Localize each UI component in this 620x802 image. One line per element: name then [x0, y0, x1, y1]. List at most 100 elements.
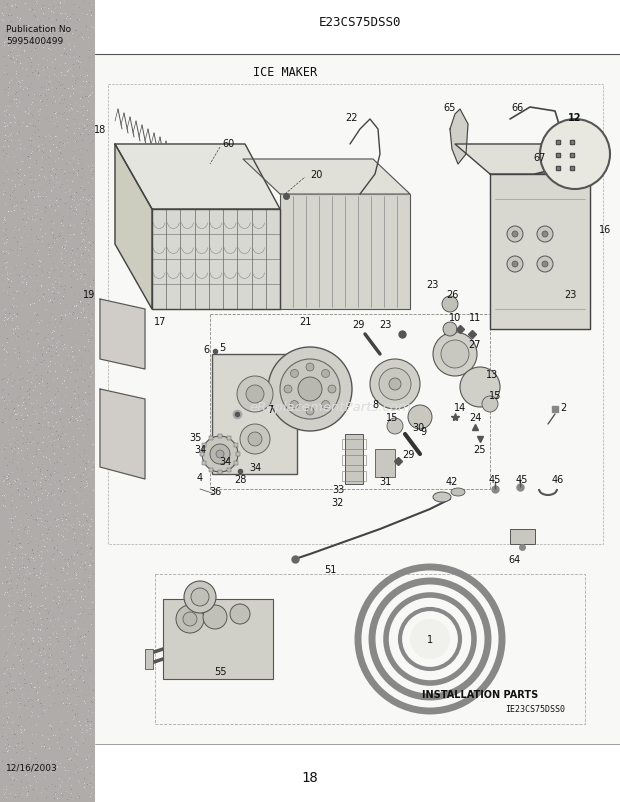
Circle shape: [176, 606, 204, 634]
Circle shape: [306, 363, 314, 371]
Bar: [342, 472, 366, 481]
Circle shape: [441, 341, 469, 369]
Bar: [145, 649, 153, 669]
Text: 12/16/2003: 12/16/2003: [6, 763, 58, 772]
Bar: [234, 461, 237, 465]
Text: 13: 13: [486, 370, 498, 379]
Polygon shape: [115, 145, 152, 310]
Circle shape: [433, 333, 477, 376]
Text: eReplacementParts.com: eReplacementParts.com: [249, 401, 411, 414]
Circle shape: [298, 378, 322, 402]
Text: 18: 18: [301, 770, 319, 784]
Text: IE23CS75DSS0: IE23CS75DSS0: [505, 705, 565, 714]
Ellipse shape: [451, 488, 465, 496]
Circle shape: [216, 451, 224, 459]
Circle shape: [387, 419, 403, 435]
Text: 30: 30: [412, 423, 424, 432]
Circle shape: [389, 379, 401, 391]
Polygon shape: [455, 145, 590, 175]
Circle shape: [512, 232, 518, 237]
Bar: [236, 452, 240, 456]
Text: 26: 26: [446, 290, 458, 300]
Text: 23: 23: [564, 290, 576, 300]
Circle shape: [379, 369, 411, 400]
Text: 31: 31: [379, 476, 391, 486]
Bar: [163, 599, 273, 679]
Text: 64: 64: [509, 554, 521, 565]
Bar: [227, 468, 231, 472]
Text: 45: 45: [489, 475, 501, 484]
Circle shape: [408, 406, 432, 429]
Bar: [342, 439, 366, 449]
Text: 19: 19: [82, 290, 95, 300]
Circle shape: [268, 347, 352, 431]
Circle shape: [443, 322, 457, 337]
Text: 42: 42: [446, 476, 458, 486]
Bar: [202, 461, 206, 465]
Circle shape: [507, 257, 523, 273]
Text: 1: 1: [427, 634, 433, 644]
Text: 24: 24: [469, 412, 481, 423]
Text: 28: 28: [234, 475, 246, 484]
Text: 18: 18: [94, 125, 106, 135]
Polygon shape: [115, 145, 280, 210]
Text: 46: 46: [552, 475, 564, 484]
Circle shape: [322, 401, 330, 409]
Text: 15: 15: [386, 412, 398, 423]
Circle shape: [183, 612, 197, 626]
Bar: [345, 435, 363, 484]
Bar: [202, 444, 206, 448]
Circle shape: [284, 386, 292, 394]
Text: 8: 8: [372, 399, 378, 410]
Polygon shape: [100, 390, 145, 480]
Bar: [218, 435, 222, 439]
Text: 21: 21: [299, 317, 311, 326]
Circle shape: [540, 119, 610, 190]
Text: 17: 17: [154, 317, 166, 326]
Bar: [280, 195, 410, 310]
Text: 51: 51: [324, 565, 336, 574]
Bar: [155, 574, 585, 724]
Circle shape: [410, 619, 450, 659]
Text: 23: 23: [426, 280, 438, 290]
Text: 55: 55: [214, 666, 226, 676]
Circle shape: [246, 386, 264, 403]
Text: 20: 20: [310, 170, 322, 180]
Circle shape: [248, 432, 262, 447]
Text: 34: 34: [194, 444, 206, 455]
Circle shape: [240, 424, 270, 455]
Text: 9: 9: [420, 427, 426, 436]
Bar: [342, 456, 366, 465]
Bar: [0, 0, 95, 802]
Text: 12: 12: [569, 113, 582, 123]
Bar: [200, 452, 204, 456]
Text: 60: 60: [222, 139, 234, 149]
Circle shape: [191, 588, 209, 606]
Bar: [234, 444, 237, 448]
Circle shape: [322, 370, 330, 378]
Circle shape: [230, 604, 250, 624]
Polygon shape: [243, 160, 410, 195]
Circle shape: [507, 227, 523, 243]
Polygon shape: [450, 110, 468, 164]
Circle shape: [442, 297, 458, 313]
Circle shape: [184, 581, 216, 614]
Bar: [209, 437, 213, 441]
Circle shape: [542, 261, 548, 268]
Text: 25: 25: [474, 444, 486, 455]
Bar: [510, 529, 535, 545]
Circle shape: [203, 606, 227, 630]
Text: 34: 34: [219, 456, 231, 467]
Text: Publication No: Publication No: [6, 26, 71, 34]
Text: 33: 33: [332, 484, 344, 494]
Text: 36: 36: [209, 486, 221, 496]
Bar: [375, 449, 395, 477]
Circle shape: [512, 261, 518, 268]
Text: 29: 29: [352, 320, 364, 330]
Circle shape: [460, 367, 500, 407]
Circle shape: [202, 436, 238, 472]
Text: 10: 10: [449, 313, 461, 322]
Text: 4: 4: [197, 472, 203, 482]
Text: 67: 67: [534, 153, 546, 163]
Circle shape: [237, 376, 273, 412]
